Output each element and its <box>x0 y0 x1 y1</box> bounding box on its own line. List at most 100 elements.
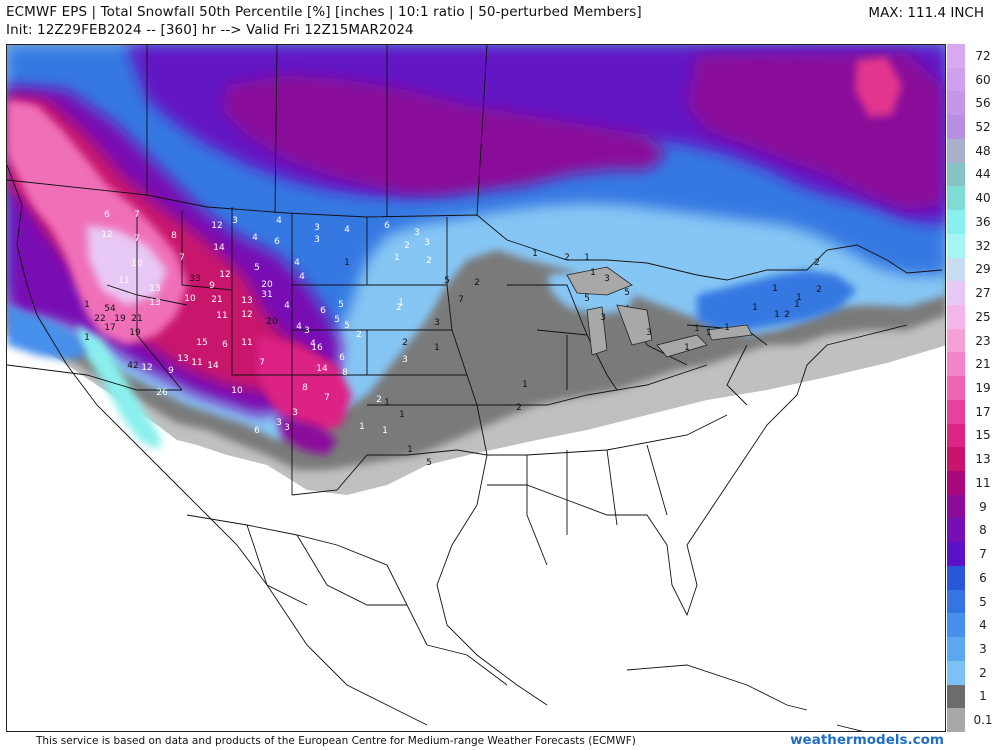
snowfall-point-label: 10 <box>184 294 196 304</box>
legend-swatch <box>947 115 965 140</box>
legend-label: 15 <box>975 428 991 443</box>
snow-colorado-magenta <box>257 335 352 435</box>
legend-label: 72 <box>975 48 991 63</box>
legend-swatch <box>947 637 965 662</box>
legend-swatch <box>947 708 965 733</box>
snowfall-point-label: 20 <box>261 280 273 290</box>
legend-swatch <box>947 304 965 330</box>
snowfall-point-label: 1 <box>407 445 413 455</box>
legend-swatch <box>947 447 965 472</box>
snowfall-point-label: 2 <box>376 395 382 405</box>
legend-label: 23 <box>975 333 991 348</box>
snowfall-point-label: 4 <box>344 225 350 235</box>
snowfall-point-label: 33 <box>189 274 200 284</box>
legend-swatch <box>947 542 965 567</box>
legend-label: 3 <box>979 641 987 656</box>
ecmwf-credit: This service is based on data and produc… <box>36 735 636 747</box>
snowfall-point-label: 14 <box>316 364 328 374</box>
snowfall-point-label: 2 <box>564 253 570 263</box>
snowfall-point-label: 1 <box>382 426 388 436</box>
legend-swatch <box>947 44 965 69</box>
snowfall-point-label: 3 <box>402 355 408 365</box>
snowfall-point-label: 5 <box>444 276 450 286</box>
snowfall-point-label: 2 <box>402 338 408 348</box>
snowfall-point-label: 21 <box>131 314 142 324</box>
snowfall-point-label: 7 <box>179 253 185 263</box>
color-legend <box>947 44 965 733</box>
legend-label: 29 <box>975 262 991 277</box>
legend-swatch <box>947 684 965 709</box>
legend-label: 36 <box>975 214 991 229</box>
snowfall-point-label: 1 <box>590 268 596 278</box>
snow-band-9-inch <box>222 75 667 195</box>
legend-swatch <box>947 565 965 591</box>
legend-label: 48 <box>975 143 991 158</box>
snowfall-point-label: 3 <box>292 408 298 418</box>
map-title: ECMWF EPS | Total Snowfall 50th Percenti… <box>6 4 642 20</box>
snowfall-point-label: 1 <box>772 284 778 294</box>
snowfall-point-label: 11 <box>191 358 202 368</box>
snowfall-point-label: 54 <box>104 304 116 314</box>
snow-northeast-blue <box>697 270 857 330</box>
legend-swatch <box>947 423 965 448</box>
snowfall-point-label: 1 <box>84 333 90 343</box>
snowfall-point-label: 13 <box>241 296 252 306</box>
brand-link[interactable]: weathermodels.com <box>790 732 944 748</box>
political-boundaries <box>7 45 943 731</box>
legend-label: 2 <box>979 665 987 680</box>
snowfall-map: 6 12 7 7 8 10 11 7 12 14 12 13 13 9 10 21 11 13 12 31 20 4 6 4 3… <box>6 44 946 732</box>
snowfall-point-label: 14 <box>213 243 225 253</box>
legend-label: 52 <box>975 120 991 135</box>
snowfall-point-label: 11 <box>216 311 227 321</box>
snowfall-point-label: 1 <box>532 249 538 259</box>
snowfall-point-label: 4 <box>252 233 258 243</box>
snowfall-point-label: 2 <box>816 285 822 295</box>
snowfall-point-label: 5 <box>344 321 350 331</box>
snowfall-point-label: 1 <box>398 298 404 308</box>
snowfall-point-label: 2 <box>396 303 402 313</box>
snowfall-point-label: 1 <box>706 328 712 338</box>
snowfall-point-label: 3 <box>314 235 320 245</box>
snowfall-point-label: 4 <box>276 216 282 226</box>
snowfall-point-label: 3 <box>424 238 430 248</box>
snowfall-point-label: 3 <box>414 228 420 238</box>
snowfall-point-label: 3 <box>604 274 610 284</box>
snowfall-point-label: 4 <box>294 258 300 268</box>
snowfall-point-label: 8 <box>302 383 308 393</box>
snowfall-point-label: 5 <box>624 288 630 298</box>
legend-label: 25 <box>975 309 991 324</box>
snowfall-point-label: 7 <box>134 234 140 244</box>
snowfall-point-label: 6 <box>320 306 326 316</box>
snowfall-point-label: 5 <box>584 294 590 304</box>
legend-label: 7 <box>979 547 987 562</box>
legend-swatch <box>947 471 965 496</box>
snowfall-point-label: 12 <box>211 221 222 231</box>
snowfall-point-label: 19 <box>129 328 141 338</box>
legend-swatch <box>947 660 965 686</box>
snowfall-point-label: 3 <box>434 318 440 328</box>
snowfall-point-label: 13 <box>177 354 188 364</box>
legend-swatch <box>947 210 965 235</box>
legend-label: 27 <box>975 286 991 301</box>
snowfall-point-label: 4 <box>296 322 302 332</box>
snowfall-point-label: 8 <box>171 231 177 241</box>
legend-label: 40 <box>975 191 991 206</box>
snowfall-point-label: 6 <box>339 353 345 363</box>
snowfall-point-label: 1 <box>434 343 440 353</box>
snow-sierra-cyan <box>77 325 162 450</box>
snowfall-point-label: 6 <box>222 340 228 350</box>
snowfall-point-label: 3 <box>232 216 238 226</box>
snowfall-point-label: 19 <box>114 314 126 324</box>
snowfall-point-label: 12 <box>219 270 230 280</box>
legend-label: 17 <box>975 404 991 419</box>
snowfall-point-label: 8 <box>342 368 348 378</box>
legend-swatch <box>947 352 965 377</box>
snowfall-point-label: 1 <box>394 253 400 263</box>
snowfall-point-label: 13 <box>149 284 160 294</box>
snowfall-point-label: 1 <box>399 410 405 420</box>
legend-swatch <box>947 257 965 282</box>
legend-label: 11 <box>975 475 991 490</box>
snowfall-point-label: 31 <box>261 290 272 300</box>
legend-swatch <box>947 186 965 211</box>
snowfall-point-label: 6 <box>274 237 280 247</box>
